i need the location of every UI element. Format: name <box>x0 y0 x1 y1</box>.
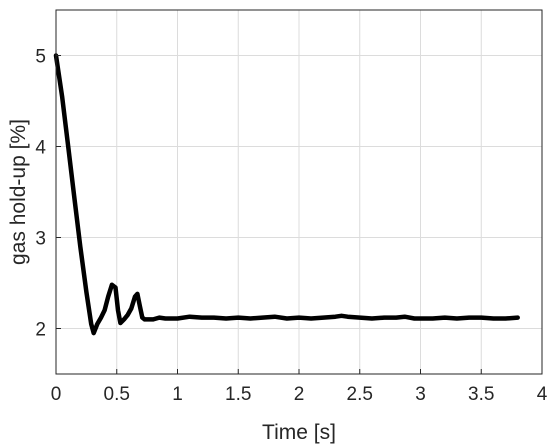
x-tick-label: 1 <box>172 384 183 405</box>
y-tick-label: 4 <box>35 138 46 159</box>
x-tick-label: 1.5 <box>225 384 251 405</box>
series-layer <box>53 53 520 336</box>
ticks: 0 0.5 1 1.5 2 2.5 3 3.5 4 2 3 4 5 <box>35 47 547 406</box>
x-tick-label: 0 <box>51 384 62 405</box>
x-tick-label: 3.5 <box>468 384 494 405</box>
y-tick-label: 2 <box>35 320 46 341</box>
x-axis-label: Time [s] <box>262 421 336 444</box>
y-tick-label: 3 <box>35 229 46 250</box>
x-tick-label: 0.5 <box>104 384 130 405</box>
x-tick-label: 4 <box>537 384 548 405</box>
grid-lines <box>56 10 542 374</box>
x-tick-label: 2 <box>294 384 305 405</box>
y-tick-label: 5 <box>35 47 46 68</box>
x-tick-label: 3 <box>415 384 426 405</box>
x-tick-label: 2.5 <box>347 384 373 405</box>
y-axis-label: gas hold-up [%] <box>7 119 30 265</box>
series-line <box>53 53 520 336</box>
